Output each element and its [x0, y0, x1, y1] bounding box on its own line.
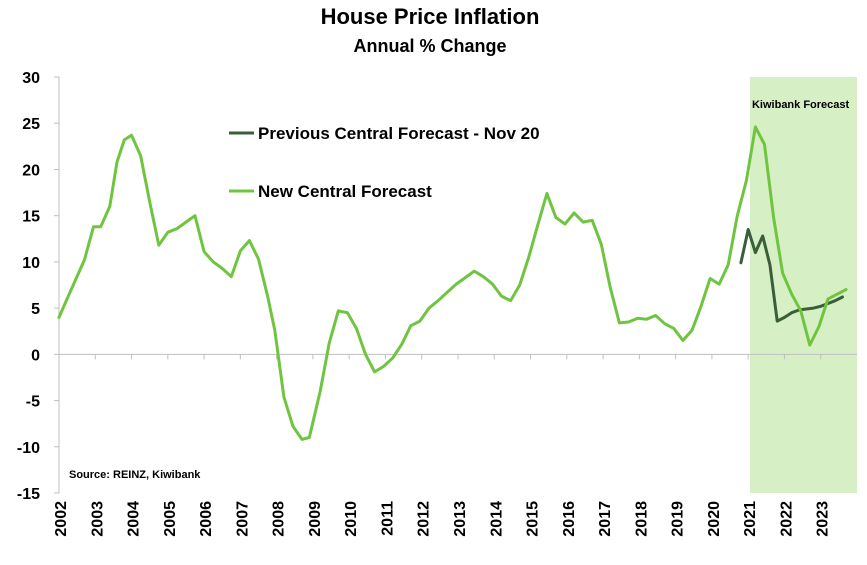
y-tick-label: -15 — [17, 486, 40, 503]
x-tick-label: 2014 — [488, 501, 505, 537]
x-tick-label: 2018 — [633, 501, 650, 537]
x-tick-label: 2008 — [271, 501, 288, 537]
y-tick-label: -10 — [17, 440, 40, 457]
legend-label: Previous Central Forecast - Nov 20 — [258, 124, 540, 143]
x-tick-label: 2020 — [706, 501, 723, 537]
y-tick-label: 0 — [31, 347, 40, 364]
x-tick-label: 2006 — [198, 501, 215, 537]
x-tick-label: 2003 — [89, 501, 106, 537]
x-tick-label: 2022 — [778, 501, 795, 537]
y-tick-label: 15 — [22, 209, 40, 226]
y-tick-label: 10 — [22, 255, 40, 272]
y-tick-label: 20 — [22, 162, 40, 179]
x-tick-label: 2010 — [343, 501, 360, 537]
y-tick-label: 25 — [22, 116, 40, 133]
legend-label: New Central Forecast — [258, 182, 432, 201]
x-tick-label: 2005 — [162, 501, 179, 537]
source-note: Source: REINZ, Kiwibank — [69, 469, 201, 481]
forecast-shade-region — [749, 77, 857, 493]
x-tick-label: 2012 — [416, 501, 433, 537]
x-tick-label: 2011 — [379, 501, 396, 536]
y-axis-ticks: -15 -10 -5 0 5 10 15 20 25 30 — [17, 70, 59, 503]
y-tick-label: 5 — [31, 301, 40, 318]
x-tick-label: 2016 — [561, 501, 578, 537]
x-tick-label: 2015 — [525, 501, 542, 537]
chart-subtitle: Annual % Change — [353, 36, 507, 56]
y-tick-label: 30 — [22, 70, 40, 87]
legend: Previous Central Forecast - Nov 20 New Ce… — [229, 124, 540, 201]
x-axis-ticks: 2002 2003 2004 2005 2006 2007 2008 2009 2010 2011… — [53, 354, 832, 537]
x-tick-label: 2013 — [452, 501, 469, 537]
forecast-shade-label: Kiwibank Forecast — [752, 99, 850, 111]
x-tick-label: 2002 — [53, 501, 70, 537]
chart-title: House Price Inflation — [320, 4, 540, 29]
x-tick-label: 2009 — [307, 501, 324, 537]
y-tick-label: -5 — [26, 394, 40, 411]
series-layer — [57, 125, 848, 441]
x-tick-label: 2019 — [670, 501, 687, 537]
x-tick-label: 2023 — [815, 501, 832, 537]
x-tick-label: 2007 — [234, 501, 251, 537]
x-tick-label: 2017 — [597, 501, 614, 537]
x-tick-label: 2004 — [126, 501, 143, 537]
x-tick-label: 2021 — [742, 501, 759, 537]
series-line-new-forecast — [57, 125, 848, 441]
